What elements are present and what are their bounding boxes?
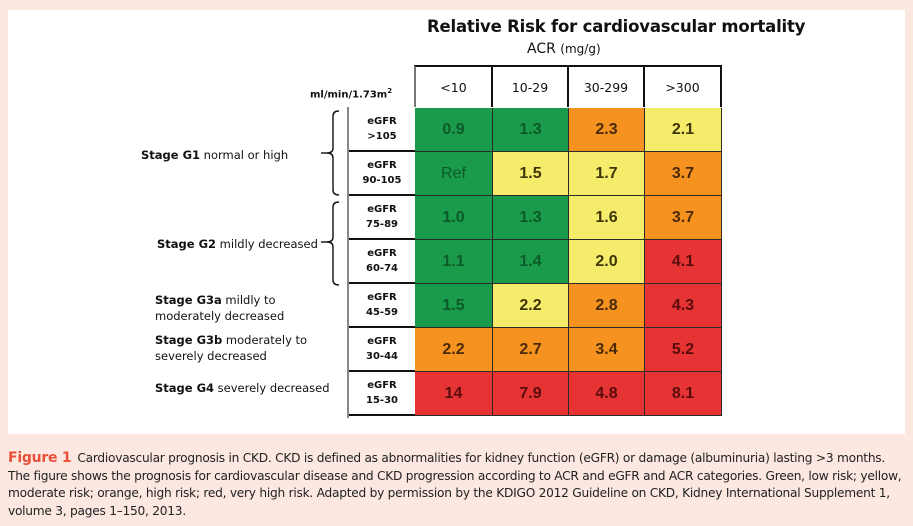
stage-g4-name: Stage G4 (155, 381, 215, 395)
risk-cell: 4.3 (645, 284, 722, 328)
risk-cell: 2.0 (569, 240, 645, 284)
row-label-top: eGFR (367, 116, 397, 127)
acr-axis-label: ACR (mg/g) (527, 41, 601, 57)
stage-g4-desc: severely decreased (214, 381, 330, 395)
stage-g4-label: Stage G4 severely decreased (155, 380, 330, 396)
row-label-top: eGFR (367, 380, 397, 391)
row-label: eGFR 45-59 (349, 284, 415, 328)
risk-cell: 1.5 (493, 152, 569, 196)
stage-g3b-desc: moderately to (222, 333, 308, 347)
risk-cell: 1.0 (415, 196, 493, 240)
row-label: eGFR >105 (349, 108, 415, 152)
risk-cell: 2.7 (493, 328, 569, 372)
stage-brackets (321, 110, 340, 286)
egfr-unit-sup: 2 (387, 87, 393, 95)
row-label-range: 90-105 (362, 175, 402, 186)
risk-cell: Ref (415, 152, 493, 196)
row-label: eGFR 15-30 (349, 372, 415, 416)
row-label-range: 15-30 (366, 395, 398, 406)
figure-label: Figure 1 (8, 450, 72, 466)
stage-g3a-name: Stage G3a (155, 293, 222, 307)
row-label: eGFR 60-74 (349, 240, 415, 284)
stage-g2-desc: mildly decreased (216, 237, 318, 251)
risk-cell: 3.7 (645, 152, 722, 196)
risk-cell: 4.8 (569, 372, 645, 416)
caption-text: Cardiovascular prognosis in CKD. CKD is … (8, 451, 902, 518)
g2-bracket (326, 201, 340, 286)
stage-g3a-desc: mildly to (221, 293, 276, 307)
row-label-range: >105 (367, 131, 397, 142)
stage-g3b-name: Stage G3b (155, 333, 223, 347)
column-header: 30-299 (569, 65, 645, 107)
risk-cell: 3.7 (645, 196, 722, 240)
risk-cell: 1.7 (569, 152, 645, 196)
risk-cell: 2.2 (415, 328, 493, 372)
stage-g3a-label: Stage G3a mildly to moderately decreased (155, 292, 284, 324)
figure-title: Relative Risk for cardiovascular mortali… (427, 17, 806, 36)
acr-label: ACR (527, 41, 556, 57)
risk-cell: 1.3 (493, 196, 569, 240)
row-label: eGFR 30-44 (349, 328, 415, 372)
risk-cell: 0.9 (415, 108, 493, 152)
risk-cell: 1.6 (569, 196, 645, 240)
acr-unit: (mg/g) (560, 42, 601, 56)
risk-cell: 14 (415, 372, 493, 416)
stage-g1-label: Stage G1 normal or high (141, 147, 288, 163)
row-label-range: 30-44 (366, 351, 398, 362)
stage-g1-name: Stage G1 (141, 148, 201, 162)
risk-cell: 2.2 (493, 284, 569, 328)
stage-g2-name: Stage G2 (157, 237, 217, 251)
column-header: 10-29 (493, 65, 569, 107)
figure-caption: Figure 1 Cardiovascular prognosis in CKD.… (8, 450, 908, 520)
risk-cell: 7.9 (493, 372, 569, 416)
egfr-unit-text: ml/min/1.73m (310, 89, 388, 101)
risk-cell: 8.1 (645, 372, 722, 416)
stage-g3a-desc-2: moderately decreased (155, 309, 285, 323)
row-label: eGFR 90-105 (349, 152, 415, 196)
risk-cell: 4.1 (645, 240, 722, 284)
risk-cell: 2.1 (645, 108, 722, 152)
stage-g3b-label: Stage G3b moderately to severely decrease… (155, 332, 307, 364)
row-label-top: eGFR (367, 204, 397, 215)
risk-cell: 1.4 (493, 240, 569, 284)
row-label-top: eGFR (367, 160, 397, 171)
g1-bracket (326, 110, 340, 196)
row-label-range: 60-74 (366, 263, 398, 274)
row-label-rule (347, 107, 349, 418)
risk-cell: 3.4 (569, 328, 645, 372)
row-label-top: eGFR (367, 292, 397, 303)
risk-cell: 1.1 (415, 240, 493, 284)
column-header: >300 (645, 65, 722, 107)
risk-cell: 1.3 (493, 108, 569, 152)
stage-g3b-desc-2: severely decreased (155, 349, 267, 363)
column-header: <10 (414, 65, 493, 107)
risk-cell: 5.2 (645, 328, 722, 372)
egfr-unit-label: ml/min/1.73m2 (310, 87, 392, 100)
row-label-top: eGFR (367, 336, 397, 347)
row-label-top: eGFR (367, 248, 397, 259)
risk-cell: 1.5 (415, 284, 493, 328)
row-label-range: 45-59 (366, 307, 398, 318)
row-label: eGFR 75-89 (349, 196, 415, 240)
risk-cell: 2.3 (569, 108, 645, 152)
risk-cell: 2.8 (569, 284, 645, 328)
stage-g1-desc: normal or high (200, 148, 289, 162)
stage-g2-label: Stage G2 mildly decreased (157, 236, 318, 252)
row-label-range: 75-89 (366, 219, 398, 230)
